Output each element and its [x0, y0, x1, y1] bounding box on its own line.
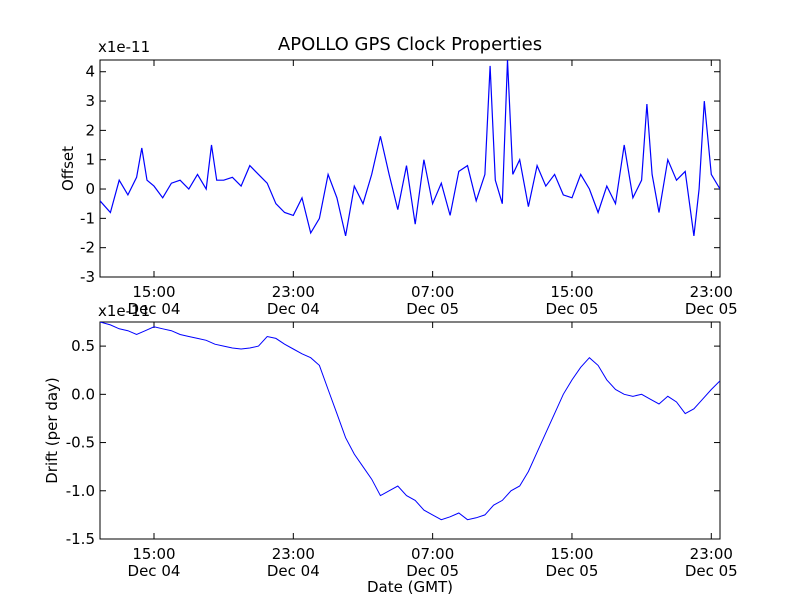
chart-title: APOLLO GPS Clock Properties — [278, 34, 542, 55]
offset-plot-frame — [99, 59, 721, 278]
offset-y-axis-label: Offset — [59, 146, 77, 191]
offset-x-tick-time: 07:00 — [411, 283, 454, 301]
offset-x-tick-date: Dec 05 — [546, 300, 599, 318]
offset-y-tick-label: -1 — [80, 209, 95, 227]
drift-x-tick-time: 15:00 — [132, 545, 175, 563]
offset-y-tick-label: 4 — [85, 63, 95, 81]
offset-y-tick-label: 3 — [85, 92, 95, 110]
drift-x-tick-time: 07:00 — [411, 545, 454, 563]
offset-x-tick-time: 15:00 — [550, 283, 593, 301]
offset-x-tick-time: 23:00 — [690, 283, 733, 301]
drift-x-tick-date: Dec 05 — [685, 562, 738, 580]
offset-y-tick-label: 1 — [85, 151, 95, 169]
drift-y-tick-label: 0.0 — [71, 385, 95, 403]
offset-x-tick-date: Dec 04 — [267, 300, 320, 318]
drift-y-tick-label: -1.5 — [66, 530, 95, 548]
offset-series-line — [100, 60, 720, 237]
offset-y-tick-label: 2 — [85, 121, 95, 139]
drift-x-tick-time: 23:00 — [690, 545, 733, 563]
drift-series-line — [100, 322, 720, 521]
drift-x-tick-date: Dec 04 — [128, 562, 181, 580]
offset-y-tick-label: -2 — [80, 239, 95, 257]
offset-x-tick-date: Dec 04 — [128, 300, 181, 318]
offset-x-tick-date: Dec 05 — [685, 300, 738, 318]
drift-x-tick-date: Dec 05 — [546, 562, 599, 580]
offset-panel-multiplier: x1e-11 — [98, 38, 150, 56]
drift-x-tick-date: Dec 04 — [267, 562, 320, 580]
offset-y-tick-label: 0 — [85, 180, 95, 198]
drift-x-tick-time: 23:00 — [272, 545, 315, 563]
offset-x-tick-time: 15:00 — [132, 283, 175, 301]
drift-x-tick-date: Dec 05 — [406, 562, 459, 580]
x-axis-label: Date (GMT) — [367, 578, 453, 596]
drift-y-tick-label: -0.5 — [66, 434, 95, 452]
drift-plot-frame — [99, 321, 721, 540]
drift-y-tick-label: -1.0 — [66, 482, 95, 500]
offset-x-tick-time: 23:00 — [272, 283, 315, 301]
drift-panel: x1e-11 Drift (per day) Date (GMT) -1.5 -1… — [43, 302, 738, 596]
drift-y-axis-label: Drift (per day) — [43, 377, 61, 484]
drift-y-tick-label: 0.5 — [71, 337, 95, 355]
offset-y-tick-label: -3 — [80, 268, 95, 286]
drift-panel-multiplier: x1e-11 — [98, 302, 150, 320]
offset-x-tick-date: Dec 05 — [406, 300, 459, 318]
drift-x-tick-time: 15:00 — [550, 545, 593, 563]
